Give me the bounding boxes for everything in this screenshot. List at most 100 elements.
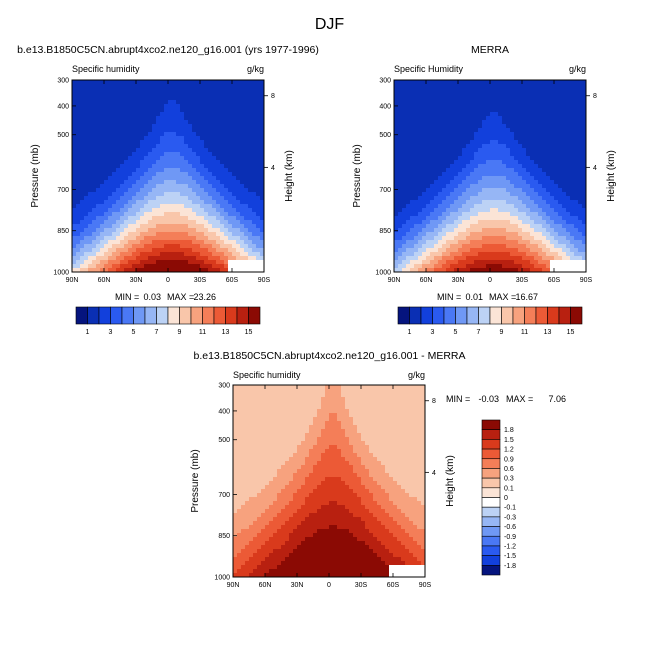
- field-cell: [466, 108, 471, 113]
- field-cell: [236, 144, 241, 149]
- field-cell: [474, 148, 479, 153]
- field-cell: [120, 180, 125, 185]
- field-cell: [578, 92, 583, 97]
- field-cell: [381, 397, 386, 402]
- field-cell: [426, 204, 431, 209]
- field-cell: [482, 112, 487, 117]
- field-cell: [494, 264, 499, 269]
- field-cell: [401, 389, 406, 394]
- field-cell: [454, 212, 459, 217]
- field-cell: [434, 136, 439, 141]
- field-cell: [490, 136, 495, 141]
- field-cell: [538, 156, 543, 161]
- field-cell: [434, 240, 439, 245]
- field-cell: [526, 100, 531, 105]
- field-cell: [72, 120, 77, 125]
- field-cell: [502, 248, 507, 253]
- field-cell: [402, 260, 407, 265]
- field-cell: [522, 268, 527, 273]
- field-cell: [442, 256, 447, 261]
- field-cell: [204, 192, 209, 197]
- field-cell: [526, 240, 531, 245]
- field-cell: [566, 140, 571, 145]
- field-cell: [546, 176, 551, 181]
- field-cell: [160, 168, 165, 173]
- field-cell: [566, 164, 571, 169]
- field-cell: [418, 228, 423, 233]
- field-cell: [514, 124, 519, 129]
- field-cell: [566, 192, 571, 197]
- field-cell: [414, 96, 419, 101]
- field-cell: [76, 104, 81, 109]
- field-cell: [578, 212, 583, 217]
- field-cell: [522, 152, 527, 157]
- field-cell: [434, 124, 439, 129]
- field-cell: [474, 224, 479, 229]
- field-cell: [116, 224, 121, 229]
- field-cell: [582, 256, 587, 261]
- field-cell: [418, 264, 423, 269]
- field-cell: [442, 248, 447, 253]
- field-cell: [192, 228, 197, 233]
- field-cell: [434, 100, 439, 105]
- field-cell: [526, 268, 531, 273]
- field-cell: [421, 389, 426, 394]
- field-cell: [164, 124, 169, 129]
- field-cell: [498, 104, 503, 109]
- field-cell: [120, 268, 125, 273]
- field-cell: [562, 228, 567, 233]
- field-cell: [502, 144, 507, 149]
- field-cell: [188, 232, 193, 237]
- field-cell: [160, 260, 165, 265]
- field-cell: [124, 224, 129, 229]
- field-cell: [522, 228, 527, 233]
- field-cell: [422, 108, 427, 113]
- field-cell: [526, 124, 531, 129]
- field-cell: [208, 120, 213, 125]
- field-cell: [248, 200, 253, 205]
- colorbar-swatch: [524, 306, 537, 325]
- field-cell: [244, 168, 249, 173]
- field-cell: [574, 184, 579, 189]
- field-cell: [546, 236, 551, 241]
- field-cell: [160, 124, 165, 129]
- field-cell: [494, 192, 499, 197]
- field-cell: [518, 120, 523, 125]
- field-cell: [398, 168, 403, 173]
- field-cell: [72, 188, 77, 193]
- field-cell: [248, 188, 253, 193]
- field-cell: [216, 136, 221, 141]
- field-cell: [104, 108, 109, 113]
- field-cell: [293, 393, 298, 398]
- min-value: 0.03: [143, 292, 161, 302]
- field-cell: [470, 164, 475, 169]
- field-cell: [228, 256, 233, 261]
- field-cell: [570, 180, 575, 185]
- field-cell: [248, 136, 253, 141]
- field-cell: [394, 108, 399, 113]
- field-cell: [462, 136, 467, 141]
- field-cell: [245, 397, 250, 402]
- field-cell: [414, 224, 419, 229]
- field-cell: [152, 168, 157, 173]
- field-cell: [522, 132, 527, 137]
- field-cell: [112, 100, 117, 105]
- field-cell: [112, 264, 117, 269]
- field-cell: [410, 224, 415, 229]
- field-cell: [136, 208, 141, 213]
- colorbar-swatch: [156, 306, 169, 325]
- colorbar-swatch: [397, 306, 410, 325]
- field-cell: [554, 172, 559, 177]
- field-cell: [450, 88, 455, 93]
- field-cell: [398, 120, 403, 125]
- field-cell: [244, 184, 249, 189]
- field-cell: [233, 401, 238, 406]
- field-cell: [313, 385, 318, 390]
- field-cell: [405, 389, 410, 394]
- field-cell: [454, 232, 459, 237]
- field-cell: [406, 96, 411, 101]
- field-cell: [414, 188, 419, 193]
- field-cell: [478, 220, 483, 225]
- field-cell: [72, 256, 77, 261]
- field-cell: [220, 132, 225, 137]
